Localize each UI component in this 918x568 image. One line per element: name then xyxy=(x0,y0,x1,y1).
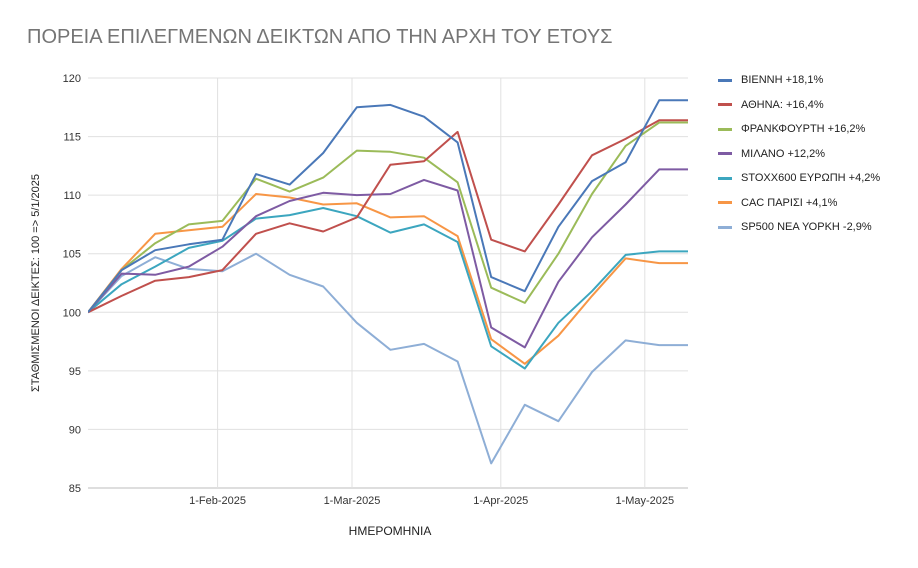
series-line xyxy=(88,168,688,349)
legend-swatch xyxy=(718,225,732,229)
series-line xyxy=(88,193,688,365)
series-line xyxy=(88,207,688,370)
legend-swatch xyxy=(718,176,732,180)
legend-label: SP500 ΝΕΑ ΥΟΡΚΗ -2,9% xyxy=(741,221,872,234)
y-tick-label: 95 xyxy=(69,366,81,378)
y-tick-label: 85 xyxy=(69,483,81,495)
legend-item: ΦΡΑΝΚΦΟΥΡΤΗ +16,2% xyxy=(718,117,880,142)
y-tick-label: 110 xyxy=(63,190,81,202)
x-tick-label: 1-Mar-2025 xyxy=(324,495,381,507)
y-tick-label: 90 xyxy=(69,424,81,436)
legend-swatch xyxy=(718,103,732,107)
legend-swatch xyxy=(718,201,732,205)
y-tick-label: 115 xyxy=(63,132,81,144)
legend-label: STOXX600 ΕΥΡΩΠΗ +4,2% xyxy=(741,172,881,185)
legend-label: ΜΙΛΑΝΟ +12,2% xyxy=(741,147,826,160)
legend-swatch xyxy=(718,78,732,82)
y-tick-label: 105 xyxy=(63,249,81,261)
chart-title: ΠΟΡΕΙΑ ΕΠΙΛΕΓΜΕΝΩΝ ΔΕΙΚΤΩΝ ΑΠΟ ΤΗΝ ΑΡΧΗ … xyxy=(27,26,613,48)
x-axis-label: ΗΜΕΡΟΜΗΝΙΑ xyxy=(348,524,432,538)
y-tick-label: 120 xyxy=(63,73,81,85)
chart-legend: ΒΙΕΝΝΗ +18,1% ΑΘΗΝΑ: +16,4% ΦΡΑΝΚΦΟΥΡΤΗ +1… xyxy=(718,68,880,240)
legend-item: STOXX600 ΕΥΡΩΠΗ +4,2% xyxy=(718,166,880,191)
series-line xyxy=(88,99,688,313)
legend-label: ΑΘΗΝΑ: +16,4% xyxy=(741,98,824,111)
series-line xyxy=(88,119,688,314)
legend-item: ΜΙΛΑΝΟ +12,2% xyxy=(718,142,880,167)
x-tick-label: 1-May-2025 xyxy=(615,495,674,507)
legend-swatch xyxy=(718,127,732,131)
legend-item: SP500 ΝΕΑ ΥΟΡΚΗ -2,9% xyxy=(718,215,880,240)
legend-swatch xyxy=(718,152,732,156)
legend-item: ΑΘΗΝΑ: +16,4% xyxy=(718,93,880,118)
legend-label: CAC ΠΑΡΙΣΙ +4,1% xyxy=(741,196,838,209)
y-tick-label: 100 xyxy=(63,307,81,319)
legend-item: ΒΙΕΝΝΗ +18,1% xyxy=(718,68,880,93)
x-tick-label: 1-Feb-2025 xyxy=(189,495,246,507)
legend-item: CAC ΠΑΡΙΣΙ +4,1% xyxy=(718,191,880,216)
x-tick-label: 1-Apr-2025 xyxy=(473,495,528,507)
series-line xyxy=(88,252,688,465)
legend-label: ΒΙΕΝΝΗ +18,1% xyxy=(741,74,824,87)
legend-label: ΦΡΑΝΚΦΟΥΡΤΗ +16,2% xyxy=(741,123,866,136)
series-line xyxy=(88,121,688,313)
